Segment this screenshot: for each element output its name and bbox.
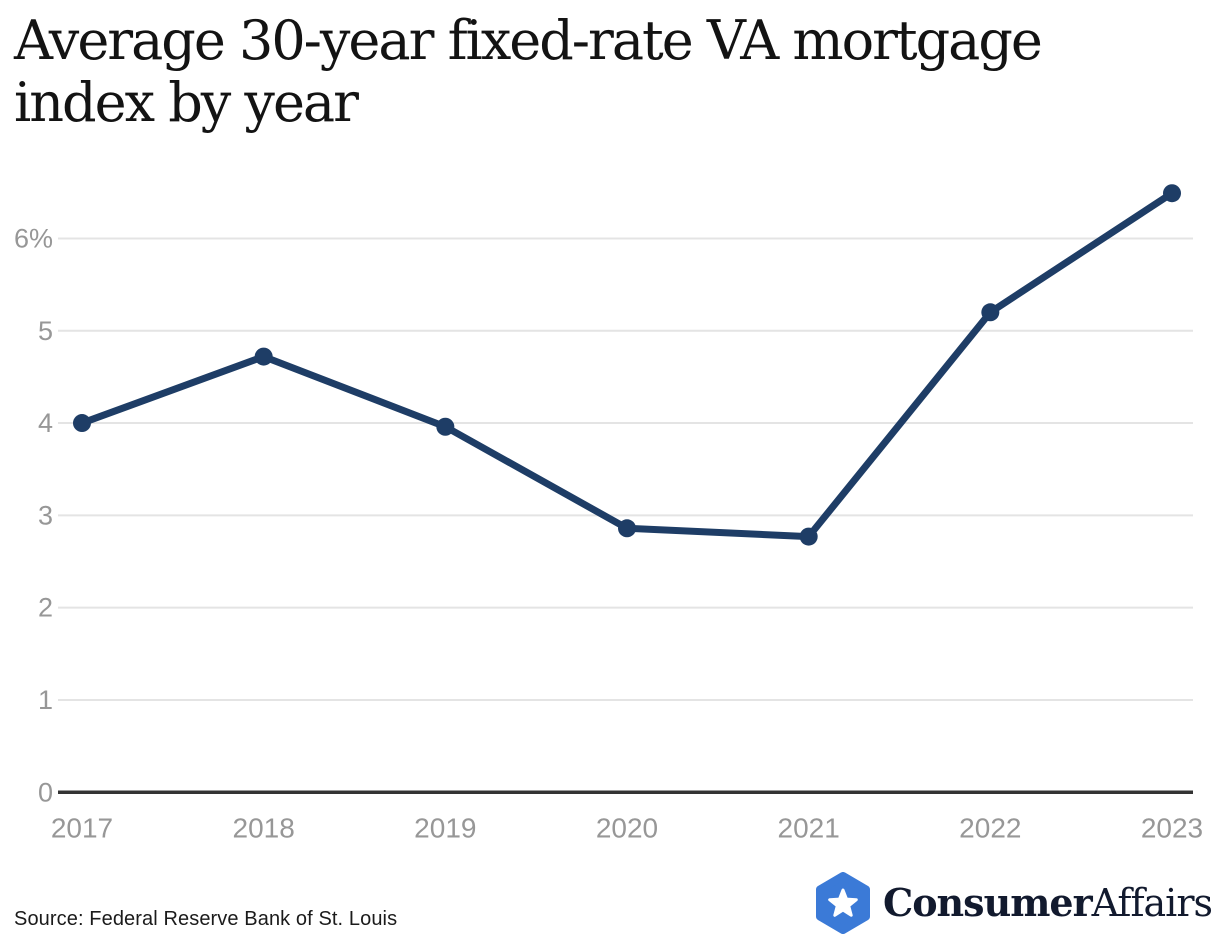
x-tick-label: 2017 xyxy=(51,812,113,843)
y-tick-label: 2 xyxy=(38,593,53,623)
y-tick-label: 6% xyxy=(14,223,53,253)
y-tick-label: 3 xyxy=(38,500,53,530)
x-tick-label: 2021 xyxy=(778,812,840,843)
logo-text-consumer: Consumer xyxy=(882,880,1093,925)
data-point xyxy=(799,527,818,546)
consumeraffairs-logo: ConsumerAffairs xyxy=(813,872,1213,934)
data-point xyxy=(73,414,91,433)
y-tick-label: 1 xyxy=(38,685,53,715)
chart-title-line1: Average 30-year fixed-rate VA mortgage xyxy=(14,9,1043,72)
data-point xyxy=(254,347,273,366)
y-tick-label: 5 xyxy=(38,316,53,346)
series-line xyxy=(78,189,1176,541)
logo-text-affairs: Affairs xyxy=(1091,881,1213,925)
logo-hexagon-star-icon xyxy=(815,872,870,934)
line-chart: 0 1 2 3 4 5 6% 2017 2018 2019 2020 2021 2022 2023 xyxy=(14,184,1203,843)
source-note: Source: Federal Reserve Bank of St. Loui… xyxy=(14,908,398,930)
data-point xyxy=(618,519,637,538)
data-point xyxy=(436,417,455,436)
chart-title-line2: index by year xyxy=(14,71,359,134)
x-tick-label: 2022 xyxy=(959,812,1021,843)
y-tick-label: 0 xyxy=(38,777,53,807)
chart-title: Average 30-year fixed-rate VA mortgage i… xyxy=(14,10,1204,134)
data-point xyxy=(1163,184,1182,203)
data-point xyxy=(981,303,1000,322)
x-tick-label: 2019 xyxy=(414,812,476,843)
logo-text: ConsumerAffairs xyxy=(882,872,1213,934)
x-tick-label: 2018 xyxy=(233,812,295,843)
x-tick-label: 2023 xyxy=(1141,812,1203,843)
star-icon xyxy=(828,888,858,917)
y-tick-label: 4 xyxy=(38,408,53,438)
x-tick-label: 2020 xyxy=(596,812,658,843)
